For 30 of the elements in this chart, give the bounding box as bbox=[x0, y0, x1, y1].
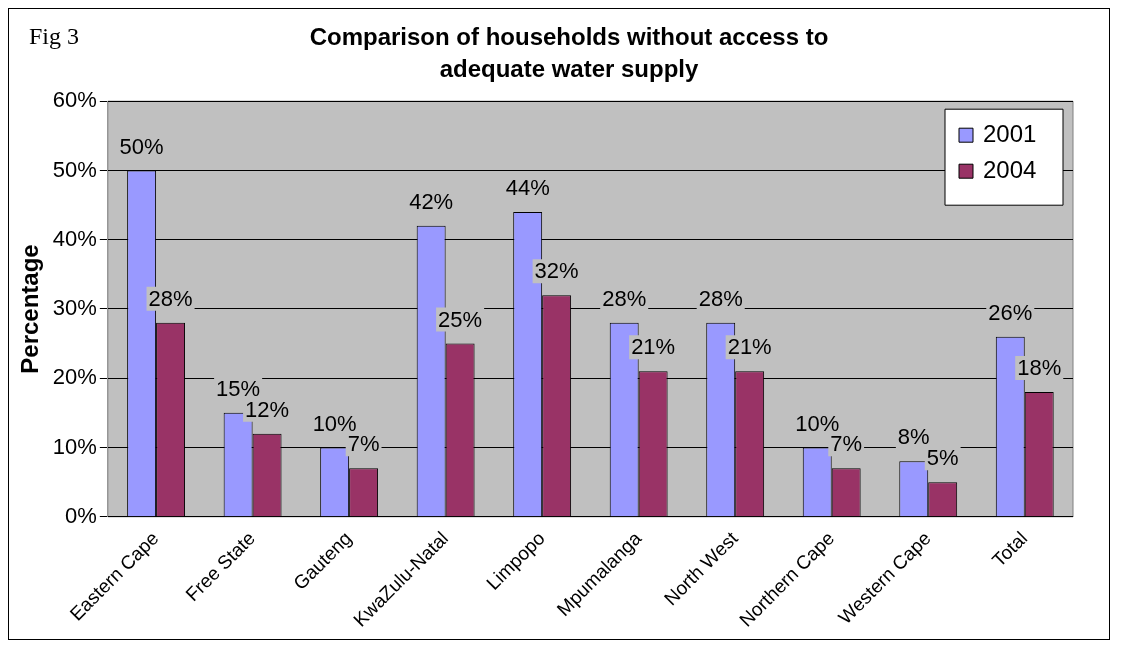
data-label: 28% bbox=[602, 285, 647, 311]
data-label: 8% bbox=[897, 424, 930, 450]
data-label: 28% bbox=[698, 285, 743, 311]
chart-title: Comparison of households without access to adequate water supply bbox=[308, 22, 830, 84]
y-tick-label: 60% bbox=[52, 87, 97, 113]
data-label: 7% bbox=[830, 431, 863, 457]
caption: Fig 3 bbox=[29, 23, 80, 49]
data-label: 25% bbox=[438, 306, 483, 332]
data-label: 15% bbox=[216, 375, 261, 401]
data-label: 12% bbox=[245, 396, 290, 422]
data-label: 44% bbox=[505, 175, 550, 201]
data-label: 26% bbox=[988, 299, 1033, 325]
data-label: 28% bbox=[148, 285, 193, 311]
data-label: 7% bbox=[347, 431, 380, 457]
y-tick-label: 10% bbox=[52, 433, 97, 459]
legend-label: 2004 bbox=[983, 155, 1037, 183]
data-label: 21% bbox=[631, 334, 676, 360]
data-label: 50% bbox=[119, 133, 164, 159]
y-axis-title: Percentage bbox=[16, 244, 44, 374]
y-tick-label: 30% bbox=[52, 295, 97, 321]
y-tick-label: 0% bbox=[65, 502, 97, 528]
data-label: 42% bbox=[409, 188, 454, 214]
legend-label: 2001 bbox=[983, 119, 1037, 147]
data-label: 32% bbox=[534, 258, 579, 284]
y-tick-label: 50% bbox=[52, 156, 97, 182]
data-label: 21% bbox=[727, 334, 772, 360]
data-label: 5% bbox=[926, 445, 959, 471]
data-label: 18% bbox=[1017, 355, 1062, 381]
y-tick-label: 20% bbox=[52, 364, 97, 390]
y-tick-label: 40% bbox=[52, 225, 97, 251]
